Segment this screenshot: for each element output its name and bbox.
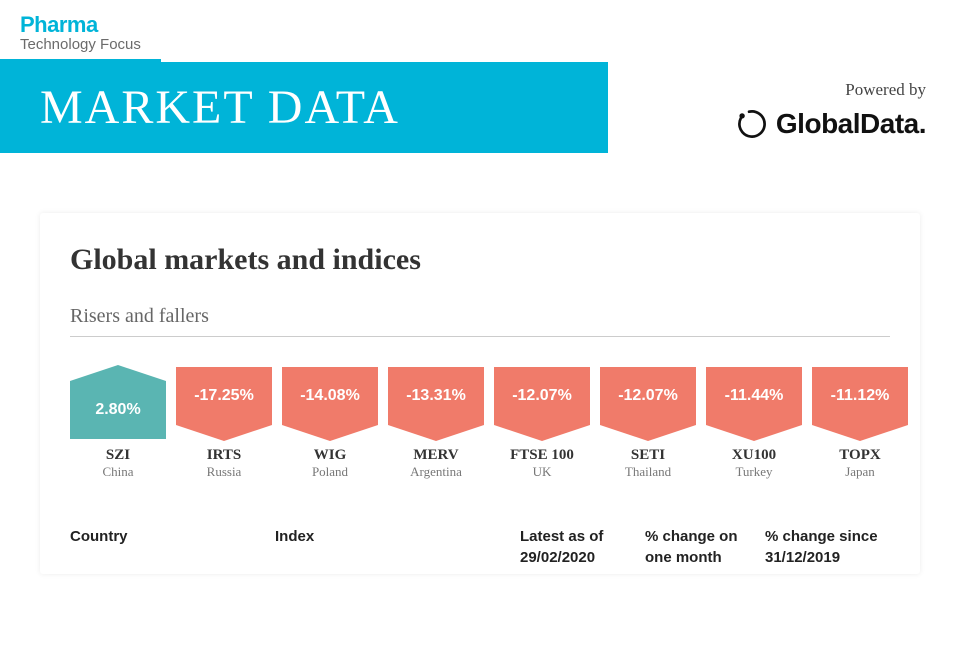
tile-code: MERV [413, 447, 458, 464]
globaldata-brand: GlobalData. [734, 106, 926, 142]
tile-country: China [102, 464, 133, 480]
tile-code: XU100 [732, 447, 776, 464]
tile-code: SZI [106, 447, 130, 464]
card-subtitle: Risers and fallers [70, 305, 890, 337]
page-title: MARKET DATA [0, 62, 608, 153]
header-row: MARKET DATA Powered by GlobalData. [0, 62, 960, 153]
tile-country: Thailand [625, 464, 671, 480]
tile-country: UK [533, 464, 552, 480]
col-month: % change on one month [645, 520, 765, 574]
index-tile: -12.07% SETIThailand [600, 367, 696, 480]
faller-badge: -12.07% [600, 367, 696, 425]
faller-badge: -11.44% [706, 367, 802, 425]
index-tile: -11.12% TOPXJapan [812, 367, 908, 480]
faller-badge: -13.31% [388, 367, 484, 425]
col-country: Country [70, 520, 275, 574]
index-tile: -17.25% IRTSRussia [176, 367, 272, 480]
col-index: Index [275, 520, 520, 574]
tile-country: Poland [312, 464, 348, 480]
tile-code: WIG [314, 447, 347, 464]
index-tile: -12.07% FTSE 100UK [494, 367, 590, 480]
riser-badge: 2.80% [70, 381, 166, 439]
indices-table: Country Index Latest as of 29/02/2020 % … [70, 520, 890, 574]
globaldata-text: GlobalData. [776, 108, 926, 140]
powered-by-label: Powered by [608, 80, 926, 100]
card-title: Global markets and indices [70, 243, 890, 277]
tile-code: TOPX [839, 447, 880, 464]
tile-code: FTSE 100 [510, 447, 574, 464]
brand-logo: Pharma Technology Focus [0, 0, 161, 62]
index-tile: 2.80% SZIChina [70, 381, 166, 480]
powered-by-block: Powered by GlobalData. [608, 62, 960, 147]
content-card: Global markets and indices Risers and fa… [40, 213, 920, 574]
col-since: % change since 31/12/2019 [765, 520, 890, 574]
col-latest: Latest as of 29/02/2020 [520, 520, 645, 574]
tiles-row: 2.80% SZIChina -17.25% IRTSRussia -14.08% WIG… [70, 367, 890, 480]
index-tile: -13.31% MERVArgentina [388, 367, 484, 480]
faller-badge: -12.07% [494, 367, 590, 425]
globaldata-icon [734, 106, 770, 142]
tile-code: IRTS [207, 447, 242, 464]
faller-badge: -14.08% [282, 367, 378, 425]
table-header-row: Country Index Latest as of 29/02/2020 % … [70, 520, 890, 574]
index-tile: -14.08% WIGPoland [282, 367, 378, 480]
faller-badge: -11.12% [812, 367, 908, 425]
tile-country: Japan [845, 464, 875, 480]
index-tile: -11.44% XU100Turkey [706, 367, 802, 480]
faller-badge: -17.25% [176, 367, 272, 425]
tile-country: Argentina [410, 464, 462, 480]
tile-country: Russia [207, 464, 242, 480]
tile-code: SETI [631, 447, 665, 464]
logo-line2: Technology Focus [20, 36, 141, 53]
tile-country: Turkey [735, 464, 772, 480]
logo-line1: Pharma [20, 12, 141, 38]
